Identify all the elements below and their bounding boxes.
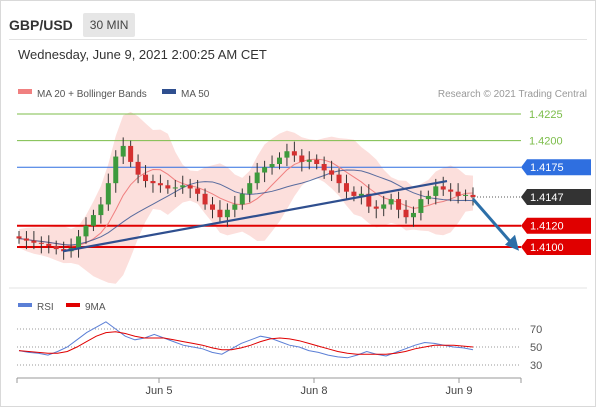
header-divider	[9, 39, 587, 40]
candle-body	[262, 167, 268, 173]
level-label-1.4147: 1.4147	[530, 192, 564, 204]
rsi-legend-swatch-0	[18, 303, 32, 307]
x-tick-label-2: Jun 9	[446, 385, 473, 397]
rsi-tick-70: 70	[530, 324, 542, 336]
candle-body	[284, 151, 290, 158]
candle-body	[83, 225, 89, 237]
rsi-tick-30: 30	[530, 360, 542, 372]
candle-body	[455, 191, 461, 196]
legend-swatch-0	[18, 89, 32, 94]
level-tag-1.4147	[521, 188, 591, 205]
candle-body	[336, 174, 342, 184]
candle-body	[90, 215, 96, 226]
candle-body	[202, 193, 208, 205]
candle-body	[105, 183, 111, 205]
candle-body	[403, 209, 409, 218]
forecast-arrow-line	[471, 198, 515, 246]
candle-body	[157, 183, 163, 186]
candle-body	[463, 194, 469, 196]
candle-body	[410, 212, 416, 218]
candle-body	[143, 174, 149, 182]
candle-body	[314, 159, 320, 165]
bollinger-band	[19, 111, 473, 284]
candle-body	[254, 172, 260, 184]
candle-body	[329, 170, 335, 175]
candle-body	[239, 193, 245, 205]
candle-body	[128, 145, 134, 162]
candle-body	[433, 186, 439, 196]
candle-body	[381, 204, 387, 209]
candle-body	[470, 194, 476, 197]
candle-body	[351, 191, 357, 196]
rsi-legend-swatch-1	[66, 303, 80, 307]
rsi-legend-label-1: 9MA	[85, 302, 106, 313]
candle-body	[358, 193, 364, 196]
candle-body	[53, 245, 59, 250]
candle-body	[396, 199, 402, 210]
candle-body	[366, 193, 372, 207]
candle-body	[276, 157, 282, 165]
ma50-line	[18, 169, 474, 246]
candle-body	[247, 183, 253, 194]
copyright-text: Research © 2021 Trading Central	[438, 89, 587, 100]
candle-body	[269, 164, 275, 168]
candle-body	[448, 189, 454, 192]
candle-body	[373, 206, 379, 209]
legend-label-1: MA 50	[181, 89, 210, 100]
candle-body	[120, 145, 126, 157]
candle-body	[425, 195, 431, 200]
candle-body	[224, 209, 230, 218]
level-label-1.4120: 1.4120	[530, 221, 564, 233]
candle-body	[46, 243, 52, 246]
symbol-label: GBP/USD	[9, 17, 73, 33]
candle-body	[418, 199, 424, 213]
rsi-series-RSI	[18, 321, 474, 359]
chart-datetime: Wednesday, June 9, 2021 2:00:25 AM CET	[18, 47, 267, 62]
candle-body	[150, 181, 156, 184]
candle-body	[23, 238, 29, 241]
candle-body	[232, 204, 238, 210]
level-label-1.4200: 1.4200	[529, 136, 563, 148]
candle-body	[98, 204, 104, 216]
level-tag-1.4120	[521, 217, 591, 234]
forecast-arrow-head	[505, 234, 519, 251]
x-tick-label-1: Jun 8	[301, 385, 328, 397]
timeframe-badge[interactable]: 30 MIN	[82, 13, 136, 37]
candle-body	[440, 186, 446, 190]
candle-body	[343, 183, 349, 192]
candle-body	[113, 156, 119, 184]
candle-body	[306, 159, 312, 162]
candle-body	[195, 188, 201, 194]
level-label-1.4100: 1.4100	[530, 242, 564, 254]
candle-body	[135, 161, 141, 175]
candle-body	[217, 209, 223, 218]
candle-body	[291, 151, 297, 156]
candle-body	[76, 236, 82, 249]
candle-body	[321, 164, 327, 171]
candle-body	[165, 185, 171, 189]
level-tag-1.4100	[521, 239, 591, 255]
candle-body	[31, 240, 37, 243]
candle-body	[180, 185, 186, 188]
rsi-series-9MA	[18, 331, 474, 355]
candle-body	[388, 199, 394, 205]
chart-header: GBP/USD 30 MIN	[9, 12, 136, 38]
rsi-tick-50: 50	[530, 342, 542, 354]
trendline	[62, 179, 448, 253]
x-tick-label-0: Jun 5	[146, 385, 173, 397]
level-label-1.4175: 1.4175	[530, 162, 564, 174]
candle-body	[16, 236, 22, 239]
candle-body	[172, 187, 178, 189]
candle-body	[210, 204, 216, 210]
candle-body	[187, 185, 193, 189]
candle-body	[299, 155, 305, 162]
level-label-1.4225: 1.4225	[529, 109, 563, 121]
level-tag-1.4175	[521, 159, 591, 176]
rsi-legend-label-0: RSI	[37, 302, 54, 313]
legend-label-0: MA 20 + Bollinger Bands	[37, 89, 147, 100]
legend-swatch-1	[162, 89, 176, 94]
candle-body	[38, 242, 44, 244]
